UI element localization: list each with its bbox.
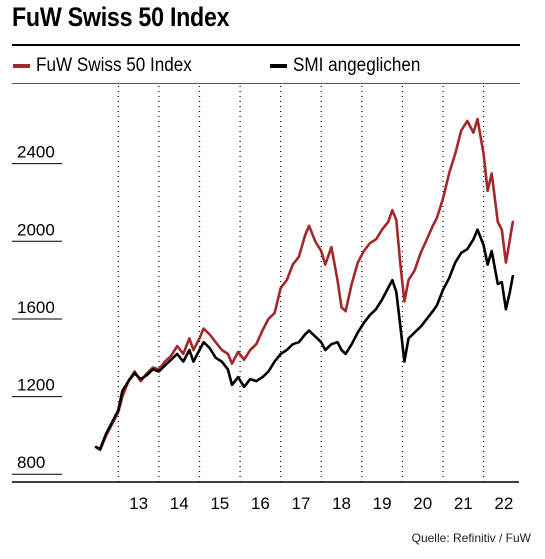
y-tick-label: 800: [17, 453, 45, 472]
series-line-smi: [94, 228, 515, 451]
x-tick-label: 20: [413, 494, 432, 513]
x-tick-label: 14: [170, 494, 189, 513]
x-tick-label: 15: [210, 494, 229, 513]
y-tick-label: 2400: [17, 143, 55, 162]
x-tick-label: 21: [454, 494, 473, 513]
legend-swatch-smi: [270, 64, 287, 68]
x-tick-label: 22: [494, 494, 513, 513]
x-tick-label: 18: [332, 494, 351, 513]
x-tick-label: 13: [129, 494, 148, 513]
x-tick-label: 17: [291, 494, 310, 513]
x-tick-label: 16: [251, 494, 270, 513]
y-tick-label: 2000: [17, 220, 55, 239]
y-tick-label: 1600: [17, 298, 55, 317]
legend: FuW Swiss 50 Index SMI angeglichen: [0, 55, 545, 79]
x-tick-label: 19: [373, 494, 392, 513]
legend-item-fuw: FuW Swiss 50 Index: [13, 55, 209, 77]
legend-swatch-fuw: [13, 64, 30, 68]
title-rule: [12, 44, 520, 46]
legend-label-smi: SMI angeglichen: [293, 55, 421, 76]
series-line-fuw: [94, 117, 515, 452]
y-tick-label: 1200: [17, 376, 55, 395]
source-note: Quelle: Refinitiv / FuW: [411, 531, 531, 545]
legend-label-fuw: FuW Swiss 50 Index: [36, 55, 192, 76]
chart-title: FuW Swiss 50 Index: [12, 2, 230, 32]
legend-item-smi: SMI angeglichen: [270, 55, 435, 77]
legend-rule: [12, 83, 520, 84]
